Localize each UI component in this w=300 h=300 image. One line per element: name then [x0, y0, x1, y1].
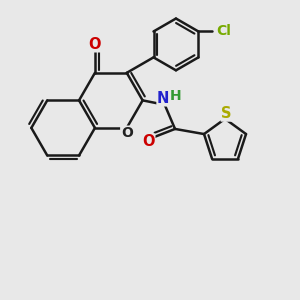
Text: O: O	[121, 126, 133, 140]
Text: O: O	[142, 134, 155, 149]
Text: H: H	[170, 89, 182, 103]
Text: S: S	[221, 106, 232, 121]
Text: Cl: Cl	[216, 25, 231, 38]
Text: N: N	[157, 91, 170, 106]
Text: O: O	[89, 37, 101, 52]
